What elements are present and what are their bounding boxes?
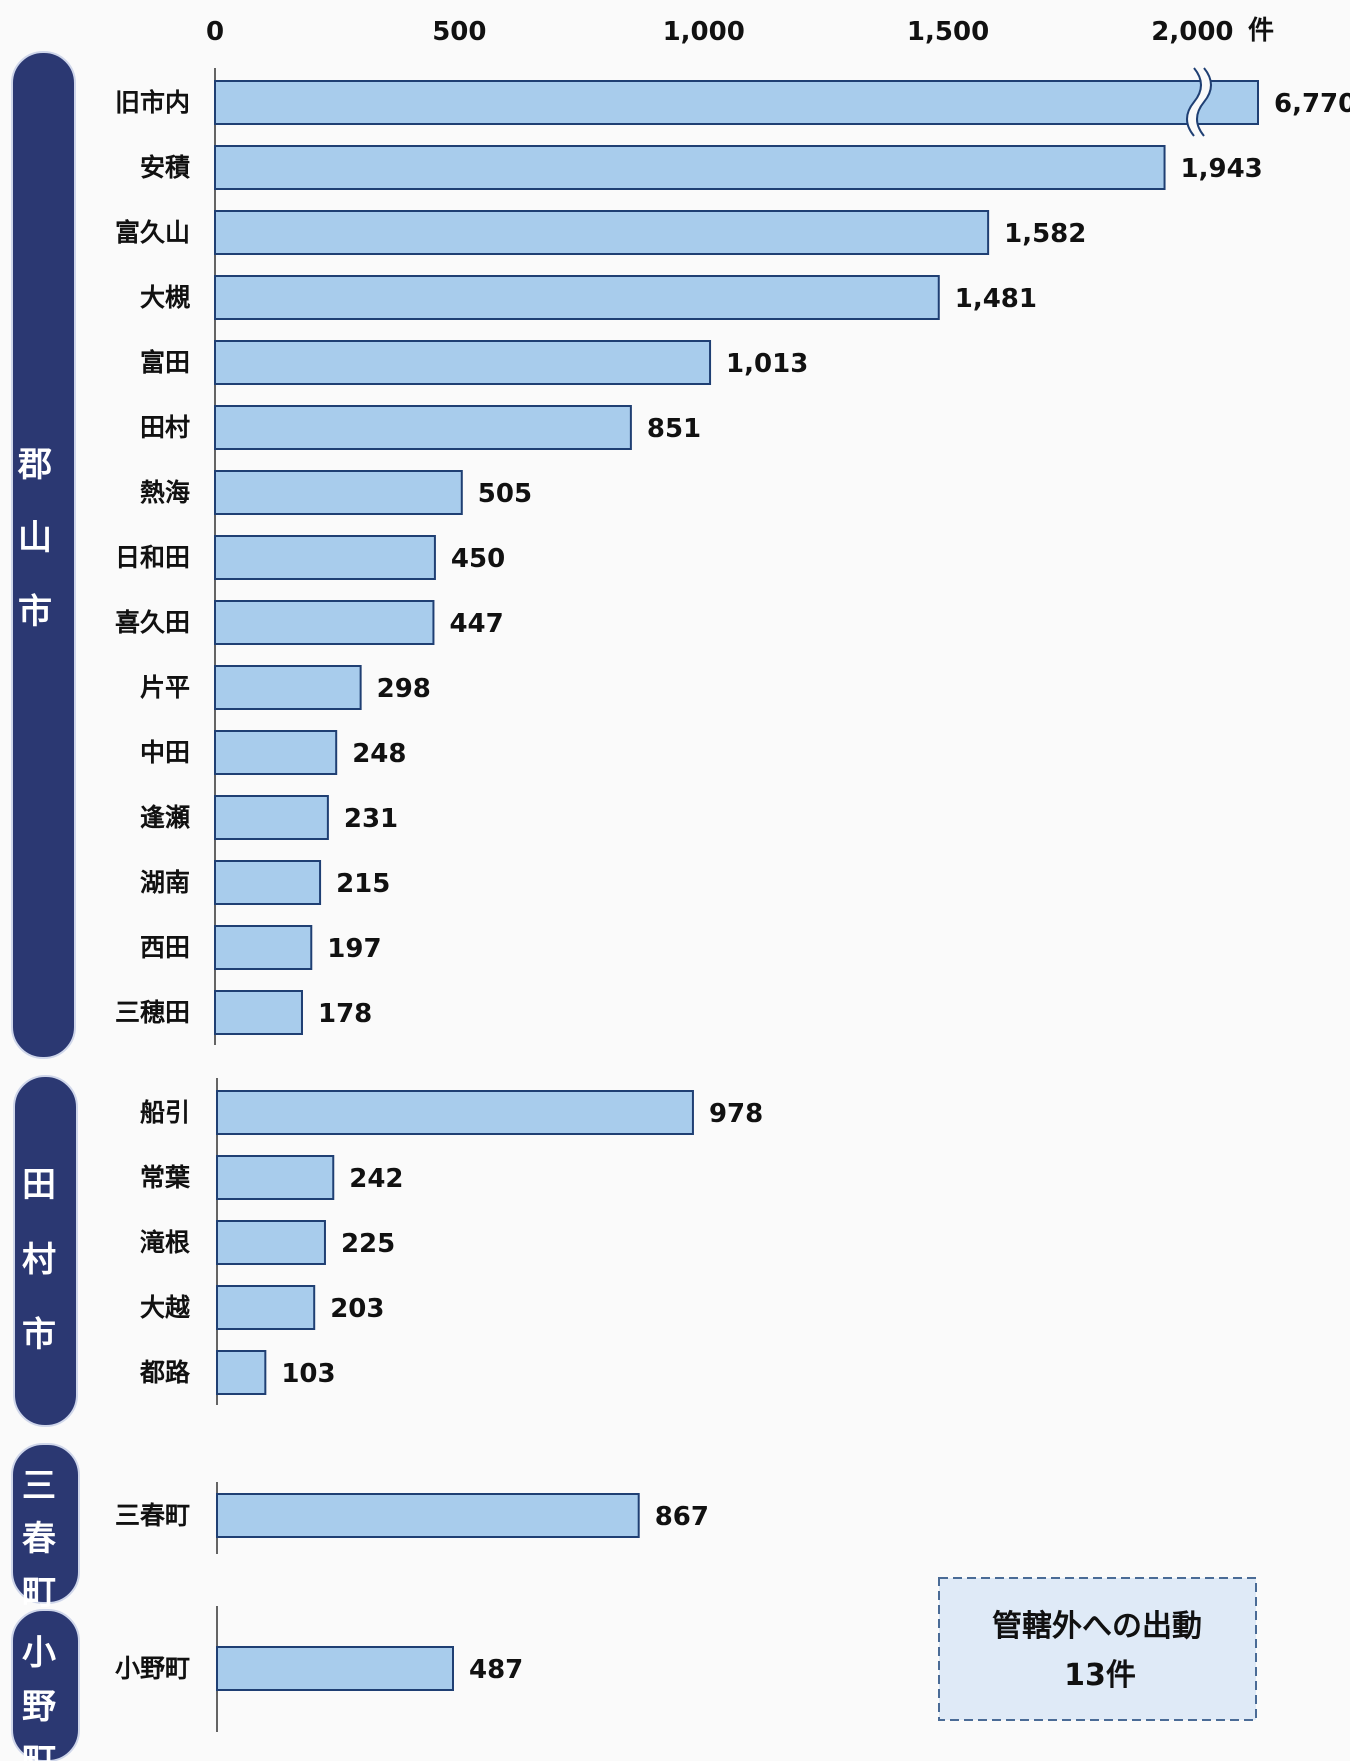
value-label: 215 <box>336 869 390 899</box>
group-label-char: 野 <box>22 1687 56 1727</box>
category-label: 日和田 <box>115 543 190 572</box>
bar <box>214 145 1166 190</box>
note-line-2: 13件 <box>1064 1658 1136 1693</box>
value-label: 450 <box>451 544 505 574</box>
group-pill <box>11 1609 80 1761</box>
group-pill <box>11 51 76 1059</box>
category-label: 大槻 <box>140 283 190 312</box>
bar <box>216 1155 335 1200</box>
value-label: 178 <box>318 999 372 1029</box>
category-label: 旧市内 <box>115 88 190 117</box>
bar <box>214 405 632 450</box>
group-label-char: 市 <box>22 1315 56 1355</box>
value-label: 447 <box>449 609 503 639</box>
category-label: 船引 <box>140 1098 190 1127</box>
group-pill <box>13 1075 78 1427</box>
category-label: 三春町 <box>115 1501 190 1530</box>
value-label: 1,013 <box>726 349 808 379</box>
group-pill <box>11 1443 80 1604</box>
note-box <box>938 1577 1257 1721</box>
group-label-char: 市 <box>18 592 52 632</box>
category-label: 富田 <box>140 348 190 377</box>
category-label: 湖南 <box>140 868 190 897</box>
category-label: 片平 <box>140 673 190 702</box>
group-label-char: 三 <box>22 1466 56 1506</box>
category-label: 喜久田 <box>115 608 190 637</box>
category-label: 滝根 <box>140 1228 190 1257</box>
value-label: 978 <box>709 1099 763 1129</box>
value-label: 1,943 <box>1181 154 1263 184</box>
bar <box>214 860 322 905</box>
value-label: 867 <box>655 1502 709 1532</box>
value-label: 103 <box>281 1359 335 1389</box>
x-tick-label: 2,000 <box>1151 17 1233 47</box>
bar <box>216 1285 316 1330</box>
group-label-char: 小 <box>22 1633 56 1673</box>
group-label-char: 田 <box>22 1165 56 1205</box>
category-label: 田村 <box>140 413 190 442</box>
x-axis-unit: 件 <box>1248 16 1274 46</box>
value-label: 225 <box>341 1229 395 1259</box>
bar <box>214 275 940 320</box>
bar <box>216 1220 326 1265</box>
value-label: 505 <box>478 479 532 509</box>
category-label: 西田 <box>140 933 190 962</box>
value-label: 6,770 <box>1274 89 1350 119</box>
bar <box>214 80 1259 125</box>
category-label: 三穂田 <box>115 998 190 1027</box>
bar <box>214 795 329 840</box>
category-label: 常葉 <box>140 1163 191 1192</box>
bar <box>216 1646 454 1691</box>
bar <box>214 990 303 1035</box>
category-label: 大越 <box>140 1293 191 1322</box>
value-label: 197 <box>327 934 381 964</box>
axis-break-line <box>1196 67 1212 137</box>
category-label: 小野町 <box>115 1654 190 1683</box>
category-label: 富久山 <box>115 218 190 247</box>
group-label-char: 春 <box>22 1519 56 1559</box>
category-label: 中田 <box>140 738 190 767</box>
bar <box>216 1493 640 1538</box>
value-label: 851 <box>647 414 701 444</box>
value-label: 1,582 <box>1004 219 1086 249</box>
x-tick-label: 1,000 <box>663 17 745 47</box>
bar <box>214 340 712 385</box>
category-label: 安積 <box>140 153 190 182</box>
bar <box>214 665 362 710</box>
group-label-char: 郡 <box>17 445 52 485</box>
x-tick-label: 1,500 <box>907 17 989 47</box>
value-label: 298 <box>377 674 431 704</box>
x-tick-label: 0 <box>206 17 224 47</box>
bar <box>214 535 436 580</box>
group-label-char: 町 <box>22 1741 56 1761</box>
value-label: 242 <box>349 1164 403 1194</box>
category-label: 都路 <box>139 1358 191 1387</box>
note-line-1: 管轄外への出動 <box>992 1609 1202 1644</box>
bar <box>216 1090 694 1135</box>
bar <box>214 730 338 775</box>
group-label-char: 山 <box>18 518 52 558</box>
group-label-char: 町 <box>22 1573 56 1613</box>
category-label: 熱海 <box>140 478 190 507</box>
bar <box>214 600 435 645</box>
category-label: 逢瀬 <box>140 803 190 832</box>
value-label: 231 <box>344 804 398 834</box>
bar <box>216 1350 267 1395</box>
value-label: 1,481 <box>955 284 1037 314</box>
axis-break-mark <box>1187 68 1211 136</box>
value-label: 487 <box>469 1655 523 1685</box>
value-label: 248 <box>352 739 406 769</box>
bar <box>214 925 313 970</box>
x-tick-label: 500 <box>432 17 486 47</box>
bar <box>214 470 463 515</box>
axis-break-line <box>1186 67 1202 137</box>
value-label: 203 <box>330 1294 384 1324</box>
bar <box>214 210 990 255</box>
group-label-char: 村 <box>22 1240 56 1280</box>
